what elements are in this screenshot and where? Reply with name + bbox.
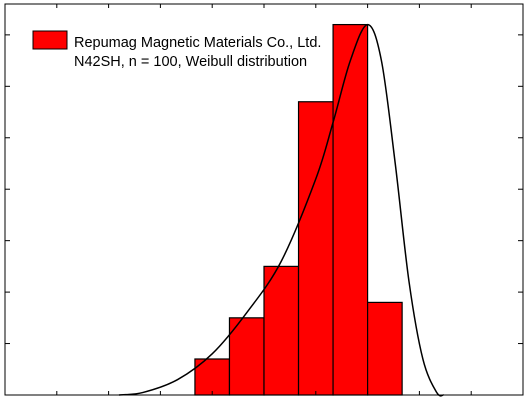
legend-swatch <box>32 30 68 50</box>
histogram-bar <box>263 265 300 396</box>
ticks-layer <box>4 4 524 396</box>
histogram-bar <box>297 101 334 396</box>
weibull-fit-curve <box>118 23 444 397</box>
histogram-bar <box>228 317 265 396</box>
histogram-bar <box>194 358 231 396</box>
legend: Repumag Magnetic Materials Co., Ltd. N42… <box>32 30 321 70</box>
legend-label-line1: Repumag Magnetic Materials Co., Ltd. <box>74 35 321 51</box>
bars-layer <box>194 23 403 396</box>
histogram-bar <box>367 301 403 396</box>
histogram-bar <box>332 23 369 396</box>
legend-label-line2: N42SH, n = 100, Weibull distribution <box>74 54 307 70</box>
